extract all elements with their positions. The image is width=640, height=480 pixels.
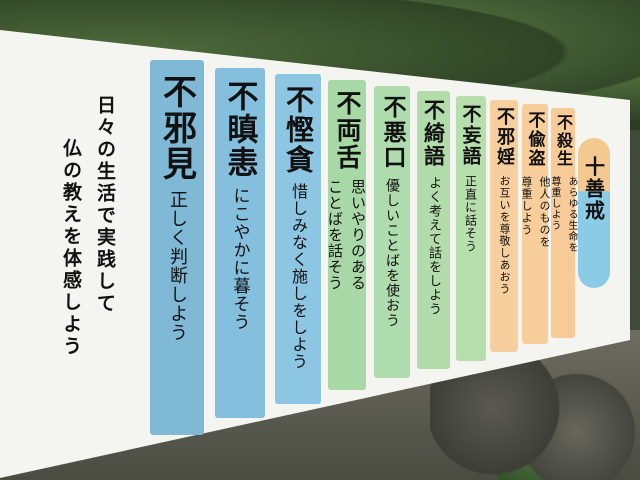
precept-name: 不殺生 xyxy=(554,114,573,168)
precept-line: あらゆる生命を xyxy=(566,176,577,253)
title-panel: 十善戒 xyxy=(578,138,610,288)
precept-line: にこやかに暮そう xyxy=(229,187,250,331)
precept-panel: 不瞋恚にこやかに暮そう xyxy=(215,68,265,418)
precept-line: 正しく判断しよう xyxy=(167,190,188,342)
precept-name: 不悪口 xyxy=(379,95,406,170)
precept-panel: 不綺語よく考えて話をしよう xyxy=(417,91,450,369)
precept-line: 尊重しよう xyxy=(520,176,533,236)
precept-line: 思いやりのある xyxy=(349,179,367,291)
precept-name: 不瞋恚 xyxy=(221,80,258,179)
precept-description: 正しく判断しよう xyxy=(164,190,190,342)
precept-description: 思いやりのある ことばを話そう xyxy=(325,179,369,291)
precept-panel: 不妄語 正直に話そう xyxy=(456,96,486,361)
precept-description: 正直に話そう xyxy=(463,175,480,253)
precept-line: よく考えて話をしよう xyxy=(426,176,441,316)
precept-line: 他人のものを xyxy=(538,176,551,248)
precept-panel: 不殺生あらゆる生命を 尊重しよう xyxy=(549,108,577,338)
motto-line-2: 仏の教えを体感しよう xyxy=(60,138,82,358)
precept-description: にこやかに暮そう xyxy=(228,187,253,331)
precept-description: よく考えて話をしよう xyxy=(424,176,443,316)
precept-panel: 不邪見正しく判断しよう xyxy=(150,60,204,435)
precept-name: 不邪婬 xyxy=(494,107,515,167)
rock-wall xyxy=(430,360,640,480)
precept-name: 不両舌 xyxy=(333,90,362,171)
precept-description: 惜しみなく施しをしよう xyxy=(286,183,310,370)
precept-panel: 不慳貪惜しみなく施しをしよう xyxy=(275,74,321,404)
precept-line: 惜しみなく施しをしよう xyxy=(289,183,308,370)
precept-line: ことばを話そう xyxy=(326,179,344,291)
precept-line: 優しいことばを使おう xyxy=(384,178,400,328)
precept-panel: 不偸盗他人のものを 尊重しよう xyxy=(520,104,551,344)
precept-description: 優しいことばを使おう xyxy=(382,178,402,328)
precept-name: 不綺語 xyxy=(421,99,447,168)
precept-description: お互いを尊敬しあおう xyxy=(496,175,512,295)
precept-description: 他人のものを 尊重しよう xyxy=(518,176,552,248)
precept-panel: 不悪口優しいことばを使おう xyxy=(374,86,410,378)
precept-line: お互いを尊敬しあおう xyxy=(498,175,511,295)
precept-name: 不邪見 xyxy=(156,74,197,182)
precept-line: 正直に話そう xyxy=(463,175,478,253)
precept-name: 不慳貪 xyxy=(282,85,315,175)
title-text: 十善戒 xyxy=(581,156,606,222)
precept-panel: 不邪婬お互いを尊敬しあおう xyxy=(490,100,518,352)
precept-line: 尊重しよう xyxy=(549,176,560,231)
precept-name: 不妄語 xyxy=(459,104,482,167)
motto-line-1: 日々の生活で実践して xyxy=(94,95,116,315)
precept-name: 不偸盗 xyxy=(524,111,545,168)
precept-panel: 不両舌思いやりのある ことばを話そう xyxy=(325,80,369,390)
precept-description: あらゆる生命を 尊重しよう xyxy=(547,176,579,253)
